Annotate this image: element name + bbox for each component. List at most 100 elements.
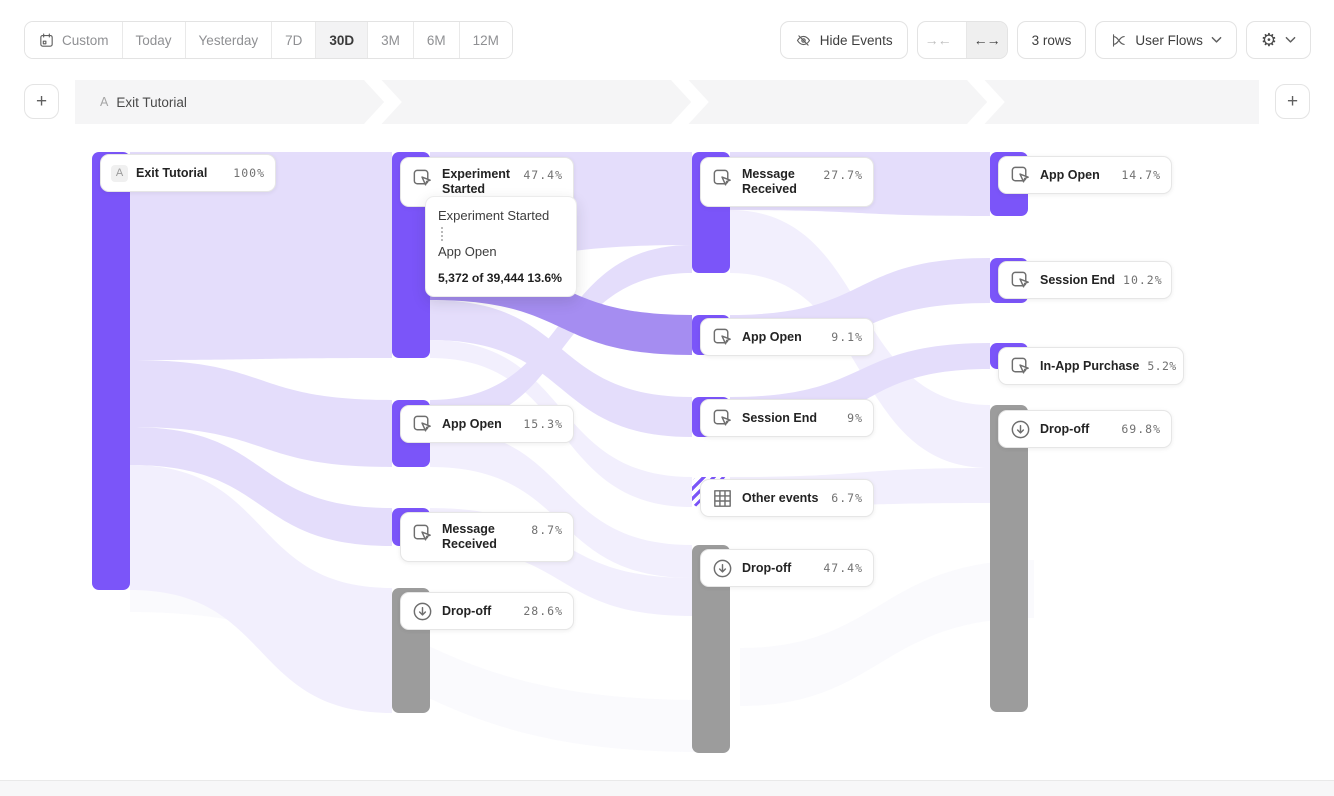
expand-width-button[interactable]: ←→ [965,22,1007,58]
dropoff-icon [711,557,734,580]
node-card-dropoff-2[interactable]: Drop-off 28.6% [400,592,574,630]
node-label: Session End [742,410,818,425]
toolbar: Custom Today Yesterday 7D 30D 3M 6M 12M … [0,0,1334,72]
node-card-session-end-3[interactable]: Session End 9% [700,399,874,437]
date-range-label: Today [135,32,172,48]
flow-link-exit-to-experiment[interactable] [130,152,392,360]
view-selector-button[interactable]: User Flows [1095,21,1237,59]
date-range-3m[interactable]: 3M [367,22,413,58]
view-selector-label: User Flows [1135,32,1203,48]
node-label: App Open [442,416,502,431]
toolbar-right-cluster: Hide Events →← ←→ 3 rows User Flows ⚙ [779,21,1311,59]
chevron-down-icon [1285,36,1296,44]
footer-strip [0,780,1334,796]
node-card-session-end-4[interactable]: Session End 10.2% [998,261,1172,299]
event-icon [1009,355,1032,378]
event-icon [711,326,734,349]
node-card-app-open-2[interactable]: App Open 15.3% [400,405,574,443]
node-label: Experiment Started [442,167,511,196]
date-range-custom[interactable]: Custom [25,22,122,58]
node-card-dropoff-4[interactable]: Drop-off 69.8% [998,410,1172,448]
hide-events-label: Hide Events [819,32,893,48]
node-card-other-events-3[interactable]: Other events 6.7% [700,479,874,517]
add-step-left-button[interactable]: + [24,84,59,119]
node-bar-exit-tutorial[interactable] [92,152,130,590]
tooltip-from-event: Experiment Started [438,208,550,223]
date-range-label: 12M [472,32,499,48]
dropoff-icon [1009,418,1032,441]
date-range-30d[interactable]: 30D [315,22,368,58]
breadcrumb-step-letter: A [100,95,109,109]
hide-events-button[interactable]: Hide Events [779,21,908,59]
node-percent: 47.4% [523,168,563,182]
event-icon [1009,164,1032,187]
node-label: App Open [1040,167,1100,182]
node-label: Session End [1040,272,1116,287]
node-card-in-app-purchase-4[interactable]: In-App Purchase 5.2% [998,347,1184,385]
node-label: In-App Purchase [1040,358,1140,373]
flows-chart-icon [1110,32,1127,49]
flow-link-appopen-to-message[interactable] [430,245,692,428]
step-breadcrumb-bar[interactable]: A Exit Tutorial [75,80,1259,124]
date-range-label: 6M [426,32,446,48]
node-card-app-open-3[interactable]: App Open 9.1% [700,318,874,356]
tooltip-stat: 5,372 of 39,444 13.6% [438,271,562,285]
node-card-exit-tutorial[interactable]: A Exit Tutorial 100% [100,154,276,192]
step-letter-badge: A [111,164,128,182]
date-range-7d[interactable]: 7D [271,22,316,58]
dropoff-icon [411,600,434,623]
event-icon [711,167,734,190]
node-bar-dropoff-4[interactable] [990,405,1028,712]
node-card-message-received-2[interactable]: Message Received 8.7% [400,512,574,562]
node-card-message-received-3[interactable]: Message Received 27.7% [700,157,874,207]
node-percent: 9% [847,411,863,425]
flow-link-exit-to-appopen[interactable] [130,360,392,467]
date-range-today[interactable]: Today [121,22,185,58]
add-step-right-button[interactable]: + [1275,84,1310,119]
chevron-down-icon [1211,36,1222,44]
node-percent: 9.1% [831,330,863,344]
node-percent: 69.8% [1121,422,1161,436]
breadcrumb: A Exit Tutorial [100,80,187,124]
node-percent: 6.7% [831,491,863,505]
date-range-label: Custom [62,32,109,48]
node-percent: 10.2% [1123,273,1163,287]
link-tooltip: Experiment Started App Open 5,372 of 39,… [425,196,577,297]
date-range-12m[interactable]: 12M [458,22,512,58]
settings-split-button[interactable]: ⚙ [1245,21,1311,59]
flow-link-exit-to-dropoff[interactable] [130,465,392,713]
date-range-label: Yesterday [198,32,259,48]
chart-width-toggle: →← ←→ [916,21,1008,59]
rows-button[interactable]: 3 rows [1016,21,1087,59]
rows-label: 3 rows [1031,32,1072,48]
date-range-yesterday[interactable]: Yesterday [184,22,272,58]
node-percent: 27.7% [823,168,863,182]
flow-link-appopen-to-dropoff[interactable] [430,428,692,578]
flow-link-experiment-to-sessionend[interactable] [430,300,692,437]
date-range-group: Custom Today Yesterday 7D 30D 3M 6M 12M [24,21,513,59]
calendar-icon [38,32,55,49]
node-label: Drop-off [1040,421,1090,436]
date-range-label: 30D [329,32,355,48]
node-percent: 47.4% [823,561,863,575]
node-label: Drop-off [742,560,792,575]
grid-icon [711,487,734,510]
flow-link-exit-to-message[interactable] [130,427,392,546]
tooltip-to-event: App Open [438,244,497,259]
node-percent: 14.7% [1121,168,1161,182]
background-watermark [740,560,1034,706]
tooltip-connector [441,227,443,241]
event-icon [411,167,434,190]
node-label: App Open [742,329,802,344]
collapse-width-button[interactable]: →← [924,32,952,48]
date-range-6m[interactable]: 6M [412,22,459,58]
node-label: Message Received [442,522,497,551]
breadcrumb-chevrons [364,80,1005,124]
eye-off-icon [795,32,812,49]
node-percent: 15.3% [523,417,563,431]
node-card-app-open-4[interactable]: App Open 14.7% [998,156,1172,194]
node-label: Message Received [742,167,797,196]
node-card-dropoff-3[interactable]: Drop-off 47.4% [700,549,874,587]
gear-icon: ⚙ [1260,30,1277,50]
